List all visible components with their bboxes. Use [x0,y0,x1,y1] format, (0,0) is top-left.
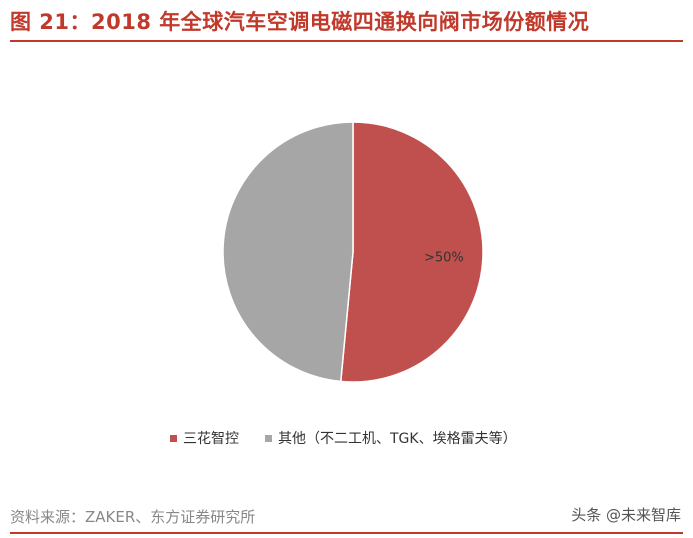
chart-legend: 三花智控 其他（不二工机、TGK、埃格雷夫等） [170,428,543,448]
chart-title: 图 21：2018 年全球汽车空调电磁四通换向阀市场份额情况 [10,10,590,34]
watermark-text: 头条 @未来智库 [571,506,681,524]
pie-data-label-0: >50% [424,250,464,265]
legend-swatch-1 [265,434,272,442]
pie-slice-1 [222,121,354,383]
bottom-divider [10,532,683,534]
legend-label-0: 三花智控 [183,431,239,447]
source-note: 资料来源：ZAKER、东方证券研究所 [10,508,256,526]
legend-item-1: 其他（不二工机、TGK、埃格雷夫等） [265,428,517,448]
legend-label-1: 其他（不二工机、TGK、埃格雷夫等） [278,431,517,447]
title-divider [10,40,683,42]
legend-swatch-0 [170,434,177,442]
pie-slice-0 [339,121,484,383]
legend-item-0: 三花智控 [170,428,239,448]
